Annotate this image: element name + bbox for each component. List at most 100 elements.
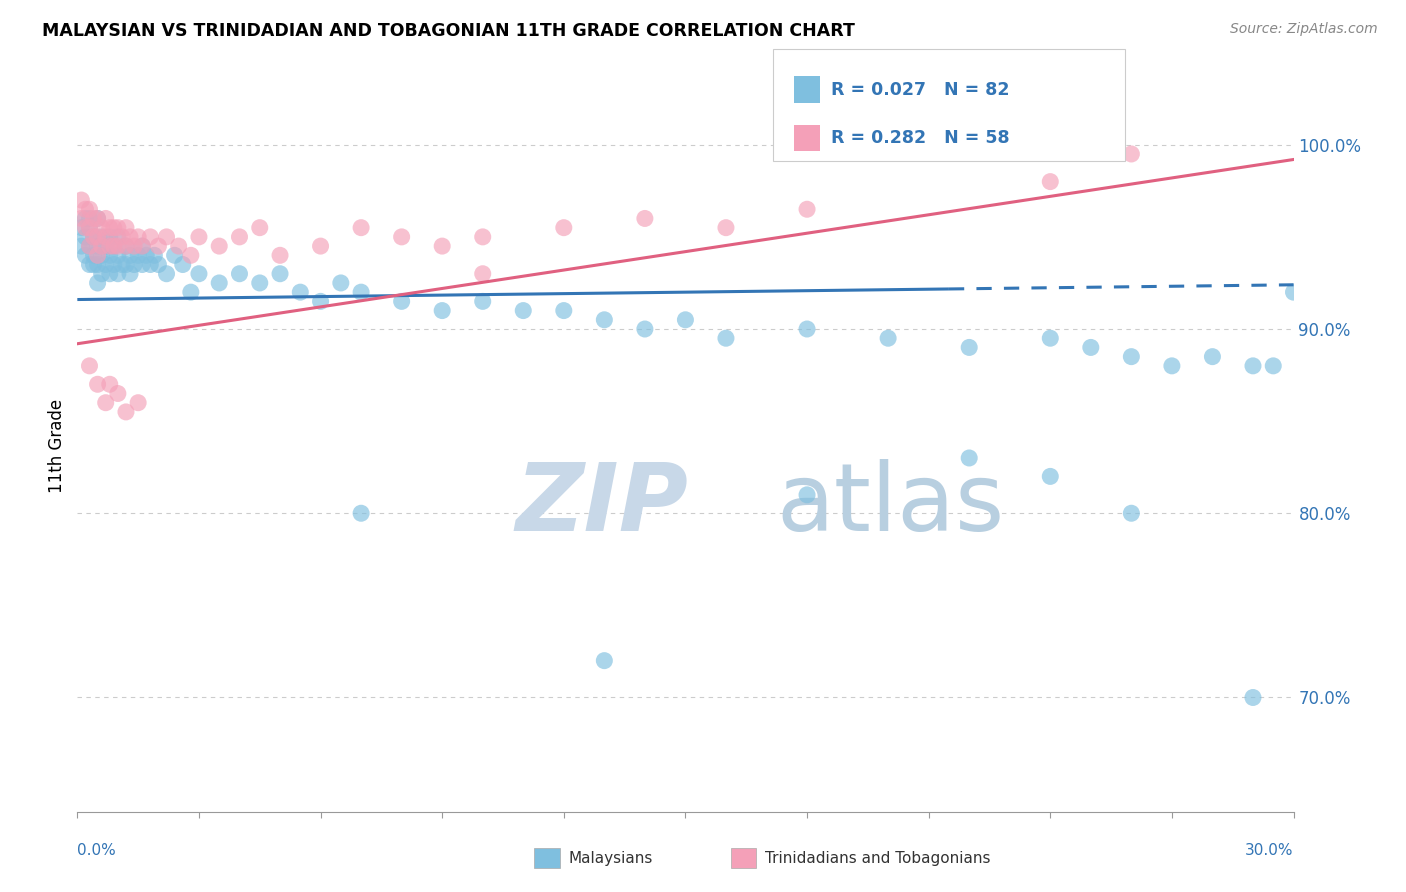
Point — [432, 239, 454, 253]
Point — [90, 239, 112, 253]
Point — [70, 239, 93, 253]
Point — [249, 220, 271, 235]
Point — [471, 230, 494, 244]
Point — [94, 230, 117, 244]
Point — [103, 258, 125, 272]
Point — [79, 220, 101, 235]
Point — [143, 248, 166, 262]
Point — [139, 258, 162, 272]
Point — [1080, 340, 1102, 354]
Point — [83, 230, 105, 244]
Point — [86, 377, 108, 392]
Point — [98, 239, 121, 253]
Point — [1241, 690, 1264, 705]
Point — [188, 230, 211, 244]
Point — [131, 239, 153, 253]
Text: Malaysians: Malaysians — [568, 851, 652, 865]
Point — [79, 202, 101, 217]
Point — [115, 220, 138, 235]
Point — [98, 230, 121, 244]
Point — [86, 239, 108, 253]
Point — [1039, 469, 1062, 483]
Point — [553, 220, 575, 235]
Point — [309, 294, 332, 309]
Text: R = 0.282   N = 58: R = 0.282 N = 58 — [831, 129, 1010, 147]
Point — [111, 230, 134, 244]
Point — [471, 294, 494, 309]
Point — [75, 211, 97, 226]
Point — [593, 654, 616, 668]
Point — [634, 322, 657, 336]
Point — [796, 202, 818, 217]
Point — [83, 248, 105, 262]
Point — [714, 220, 737, 235]
Point — [290, 285, 312, 300]
Point — [127, 395, 149, 409]
Point — [1201, 350, 1223, 364]
Point — [107, 230, 129, 244]
Point — [391, 294, 413, 309]
Point — [86, 211, 108, 226]
Point — [83, 258, 105, 272]
Point — [107, 248, 129, 262]
Point — [163, 248, 186, 262]
Point — [75, 220, 97, 235]
Point — [180, 285, 202, 300]
Point — [350, 220, 373, 235]
Point — [103, 239, 125, 253]
Point — [127, 230, 149, 244]
Point — [79, 220, 101, 235]
Point — [553, 303, 575, 318]
Point — [86, 276, 108, 290]
Point — [79, 239, 101, 253]
Point — [796, 322, 818, 336]
Point — [94, 258, 117, 272]
Point — [1161, 359, 1184, 373]
Point — [1121, 350, 1143, 364]
Point — [208, 239, 231, 253]
Point — [1039, 331, 1062, 345]
Point — [79, 359, 101, 373]
Point — [167, 239, 190, 253]
Point — [122, 258, 145, 272]
Point — [107, 220, 129, 235]
Point — [228, 267, 250, 281]
Point — [75, 202, 97, 217]
Point — [79, 239, 101, 253]
Point — [796, 488, 818, 502]
Point — [139, 230, 162, 244]
Point — [90, 248, 112, 262]
Point — [1282, 285, 1305, 300]
Point — [329, 276, 352, 290]
Point — [98, 248, 121, 262]
Point — [148, 258, 170, 272]
Point — [131, 239, 153, 253]
Point — [714, 331, 737, 345]
Point — [249, 276, 271, 290]
Point — [115, 239, 138, 253]
Point — [70, 193, 93, 207]
Point — [107, 239, 129, 253]
Point — [115, 239, 138, 253]
Point — [155, 267, 177, 281]
Point — [98, 220, 121, 235]
Point — [94, 211, 117, 226]
Point — [115, 405, 138, 419]
Point — [269, 267, 291, 281]
Point — [98, 267, 121, 281]
Point — [1121, 506, 1143, 520]
Point — [86, 211, 108, 226]
Point — [471, 267, 494, 281]
Text: atlas: atlas — [776, 458, 1005, 550]
Y-axis label: 11th Grade: 11th Grade — [48, 399, 66, 493]
Point — [103, 239, 125, 253]
Point — [432, 303, 454, 318]
Point — [512, 303, 534, 318]
Point — [180, 248, 202, 262]
Point — [118, 267, 141, 281]
Text: MALAYSIAN VS TRINIDADIAN AND TOBAGONIAN 11TH GRADE CORRELATION CHART: MALAYSIAN VS TRINIDADIAN AND TOBAGONIAN … — [42, 22, 855, 40]
Text: 0.0%: 0.0% — [77, 843, 117, 858]
Point — [90, 220, 112, 235]
Point — [127, 248, 149, 262]
Point — [122, 239, 145, 253]
